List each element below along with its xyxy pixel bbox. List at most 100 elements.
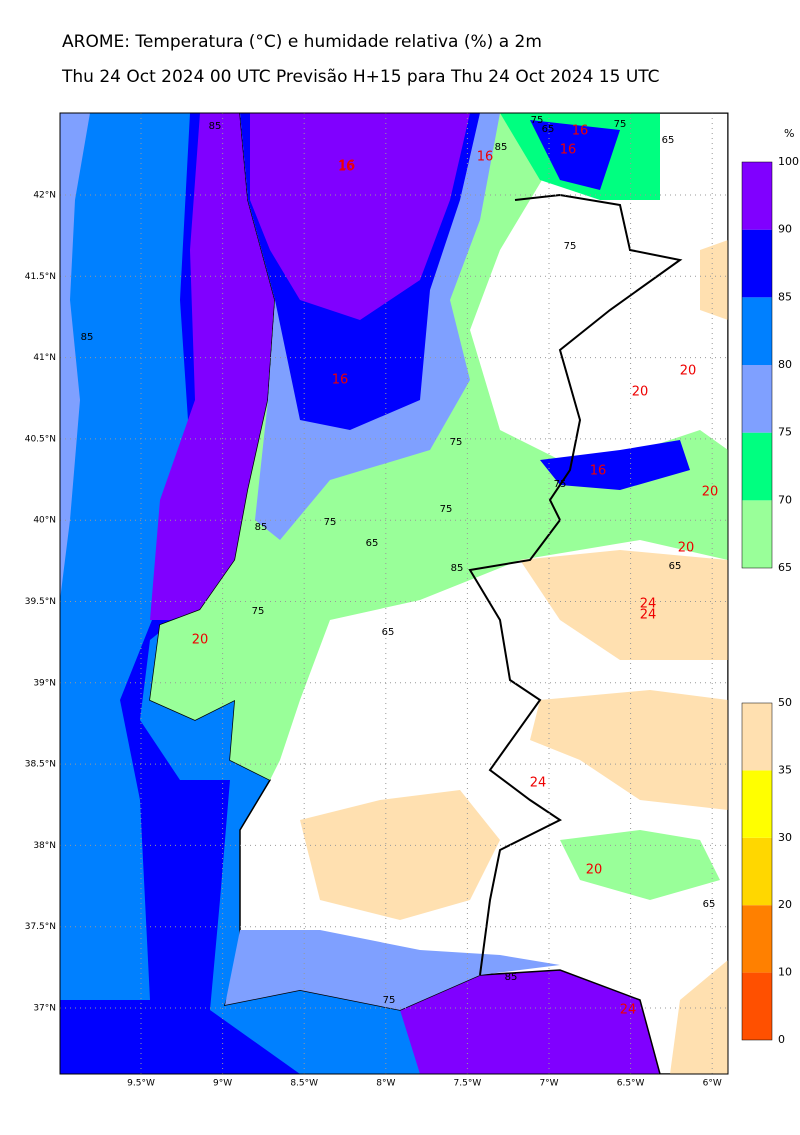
contour-label: 16 — [339, 159, 356, 174]
colorbar-tick-label: 0 — [778, 1033, 785, 1046]
colorbar-segment — [742, 837, 772, 906]
colorbar-segment — [742, 162, 772, 230]
lon-label: 9.5°W — [127, 1079, 155, 1089]
contour-label: 75 — [554, 479, 567, 490]
contour-label: 24 — [640, 608, 657, 623]
contour-label: 65 — [703, 899, 716, 910]
contour-label: 85 — [81, 332, 94, 343]
sea-band — [400, 970, 660, 1074]
contour-label: 65 — [366, 538, 379, 549]
colorbar-tick-label: 80 — [778, 358, 792, 371]
contour-label: 85 — [495, 142, 508, 153]
humid-area — [225, 930, 560, 1010]
lat-label: 40°N — [33, 516, 56, 526]
humid-area — [530, 120, 620, 190]
colorbar-tick-label: 70 — [778, 493, 792, 506]
colorbar-segment — [742, 703, 772, 771]
contour-label: 75 — [324, 517, 337, 528]
lat-label: 38°N — [33, 841, 56, 851]
lon-label: 9°W — [213, 1079, 232, 1089]
contour-label: 16 — [332, 373, 349, 388]
contour-label: 75 — [383, 995, 396, 1006]
sea-band — [150, 113, 275, 620]
humid-area — [250, 113, 470, 320]
warm-area — [520, 550, 728, 660]
map-frame — [59, 112, 729, 1075]
lon-label: 8.5°W — [290, 1079, 318, 1089]
contour-label: 20 — [632, 385, 649, 400]
lat-label: 39.5°N — [25, 597, 56, 607]
contour-label: 75 — [440, 504, 453, 515]
map — [60, 113, 728, 1074]
contour-label: 75 — [614, 119, 627, 130]
colorbar-segment — [742, 365, 772, 433]
colorbar-unit: % — [784, 127, 794, 140]
contour-label: 16 — [560, 143, 577, 158]
colorbar-tick-label: 85 — [778, 290, 792, 303]
contour-label: 85 — [209, 121, 222, 132]
colorbar-tick-label: 20 — [778, 898, 792, 911]
lat-label: 40.5°N — [25, 434, 56, 444]
colorbar-tick-label: 90 — [778, 223, 792, 236]
contour-label: 20 — [680, 364, 697, 379]
contour-label: 20 — [678, 541, 695, 556]
colorbar-segment — [742, 432, 772, 501]
colorbar-tick-label: 100 — [778, 155, 799, 168]
lon-label: 7.5°W — [454, 1079, 482, 1089]
lat-label: 41°N — [33, 353, 56, 363]
colorbar-tick-label: 50 — [778, 696, 792, 709]
lat-label: 42°N — [33, 191, 56, 201]
colorbar-frame — [741, 161, 773, 569]
contour-label: 24 — [620, 1003, 637, 1018]
title: AROME: Temperatura (°C) e humidade relat… — [62, 32, 542, 52]
colorbar-tick-label: 10 — [778, 966, 792, 979]
graticule — [60, 113, 728, 1074]
colorbar-tick-label: 35 — [778, 763, 792, 776]
contour-label: 16 — [477, 150, 494, 165]
colorbar-frame — [741, 702, 773, 1041]
lat-label: 38.5°N — [25, 760, 56, 770]
contour-label: 65 — [382, 627, 395, 638]
contour-label: 16 — [338, 160, 355, 175]
humid-area — [540, 440, 690, 490]
lat-label: 37°N — [33, 1004, 56, 1014]
lon-label: 7°W — [539, 1079, 558, 1089]
colorbar-segment — [742, 905, 772, 973]
colorbar-segment — [742, 972, 772, 1040]
contour-label: 65 — [542, 124, 555, 135]
contour-label: 24 — [530, 776, 547, 791]
lat-label: 37.5°N — [25, 922, 56, 932]
contour-label: 20 — [586, 863, 603, 878]
contour-label: 75 — [252, 606, 265, 617]
contour-label: 65 — [662, 135, 675, 146]
contour-label: 20 — [192, 633, 209, 648]
colorbar-segment — [742, 770, 772, 838]
lat-label: 39°N — [33, 678, 56, 688]
sea-band — [60, 113, 90, 600]
contour-label: 24 — [640, 597, 657, 612]
lon-label: 6°W — [703, 1079, 722, 1089]
warm-area — [530, 690, 728, 810]
contour-label: 85 — [255, 522, 268, 533]
contour-label: 85 — [451, 563, 464, 574]
contour-label: 75 — [531, 115, 544, 126]
colorbar-segment — [742, 500, 772, 568]
labels: 42°N 41.5°N 41°N 40.5°N 40°N 39.5°N 39°N 38.5°N… — [25, 115, 799, 1089]
colorbar-segment — [742, 297, 772, 365]
contour-label: 85 — [505, 972, 518, 983]
humid-area — [560, 830, 720, 900]
contour-label: 16 — [590, 464, 607, 479]
contour-label: 16 — [572, 124, 589, 139]
lon-label: 8°W — [376, 1079, 395, 1089]
colorbar-tick-label: 65 — [778, 561, 792, 574]
contour-label: 20 — [702, 485, 719, 500]
warm-area — [670, 240, 728, 1074]
lat-label: 41.5°N — [25, 272, 56, 282]
colorbar-tick-label: 30 — [778, 831, 792, 844]
contour-label: 75 — [564, 241, 577, 252]
lon-label: 6.5°W — [617, 1079, 645, 1089]
colorbar-tick-label: 75 — [778, 426, 792, 439]
contour-label: 65 — [669, 561, 682, 572]
warm-area — [300, 790, 500, 920]
